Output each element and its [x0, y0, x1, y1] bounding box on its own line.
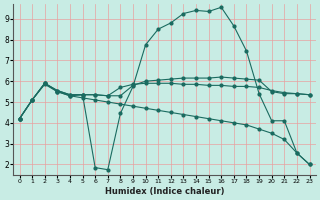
X-axis label: Humidex (Indice chaleur): Humidex (Indice chaleur)	[105, 187, 224, 196]
